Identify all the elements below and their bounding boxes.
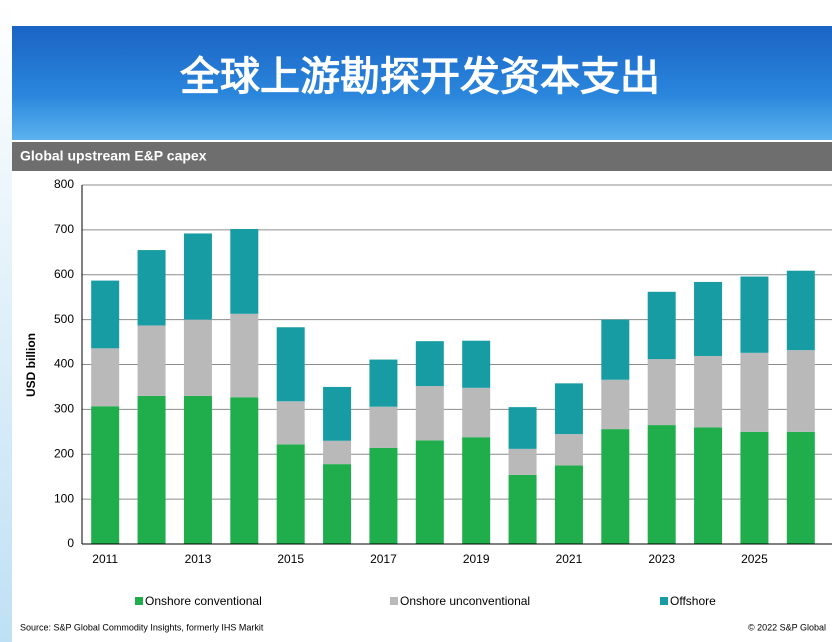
bar-segment — [415, 440, 444, 544]
x-tick-label: 2019 — [463, 552, 490, 566]
legend-swatch — [135, 597, 143, 605]
legend-swatch — [390, 597, 398, 605]
bar-segment — [554, 434, 583, 466]
bar-segment — [508, 448, 537, 475]
legend-label: Onshore conventional — [145, 594, 262, 608]
bar-segment — [91, 348, 120, 407]
bar-segment — [91, 280, 120, 349]
bar-segment — [415, 386, 444, 441]
y-tick-label: 200 — [54, 446, 74, 460]
bar-segment — [230, 397, 259, 544]
bar-segment — [786, 270, 815, 351]
bar-segment — [230, 228, 259, 314]
y-tick-label: 700 — [54, 222, 74, 236]
legend-label: Offshore — [670, 594, 716, 608]
bar-segment — [137, 325, 166, 396]
bar-segment — [462, 387, 491, 438]
bar-segment — [183, 395, 212, 544]
y-tick-label: 500 — [54, 312, 74, 326]
bar-segment — [323, 386, 352, 441]
bar-segment — [601, 429, 630, 544]
bar-segment — [740, 431, 769, 544]
x-tick-label: 2025 — [741, 552, 768, 566]
bar-segment — [694, 427, 723, 544]
bar-segment — [694, 355, 723, 428]
y-tick-label: 100 — [54, 491, 74, 505]
bar-segment — [91, 406, 120, 544]
y-tick-label: 400 — [54, 357, 74, 371]
legend-label: Onshore unconventional — [400, 594, 530, 608]
bar-segment — [508, 474, 537, 544]
chart-title: Global upstream E&P capex — [20, 148, 207, 164]
bar-segment — [601, 379, 630, 430]
bar-segment — [369, 406, 398, 448]
banner-title: 全球上游勘探开发资本支出 — [179, 53, 660, 100]
bar-segment — [230, 313, 259, 398]
source-note: Source: S&P Global Commodity Insights, f… — [20, 622, 264, 632]
bar-segment — [554, 383, 583, 435]
y-tick-label: 800 — [54, 177, 74, 191]
bar-segment — [462, 437, 491, 544]
bar-segment — [183, 319, 212, 396]
copyright: © 2022 S&P Global — [748, 622, 826, 632]
bar-segment — [554, 465, 583, 544]
bar-segment — [323, 464, 352, 544]
bar-segment — [276, 401, 305, 445]
bar-segment — [369, 359, 398, 407]
bar-segment — [508, 407, 537, 449]
x-tick-label: 2023 — [648, 552, 675, 566]
y-tick-label: 300 — [54, 402, 74, 416]
bar-segment — [415, 341, 444, 387]
x-tick-label: 2013 — [185, 552, 212, 566]
bar-segment — [740, 276, 769, 353]
bar-segment — [276, 327, 305, 402]
bar-segment — [601, 319, 630, 380]
x-tick-label: 2011 — [92, 552, 118, 566]
bar-segment — [137, 250, 166, 326]
x-tick-label: 2017 — [370, 552, 397, 566]
bar-segment — [740, 352, 769, 432]
y-tick-label: 600 — [54, 267, 74, 281]
bar-segment — [694, 281, 723, 356]
y-tick-label: 0 — [67, 536, 74, 550]
bar-segment — [647, 291, 676, 360]
bar-segment — [647, 425, 676, 544]
x-tick-label: 2021 — [556, 552, 583, 566]
bar-segment — [369, 447, 398, 544]
bar-segment — [647, 359, 676, 426]
bar-segment — [183, 233, 212, 320]
chart-header — [12, 142, 832, 171]
bar-segment — [462, 340, 491, 388]
banner — [12, 26, 832, 140]
legend-swatch — [660, 597, 668, 605]
bar-segment — [786, 431, 815, 544]
x-tick-label: 2015 — [277, 552, 304, 566]
bar-segment — [137, 395, 166, 544]
bar-segment — [323, 440, 352, 465]
y-axis-label: USD billion — [24, 333, 38, 397]
bar-segment — [786, 350, 815, 432]
bar-segment — [276, 444, 305, 544]
